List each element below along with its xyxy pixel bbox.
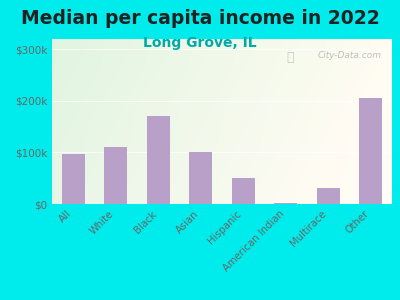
Bar [104, 147, 128, 204]
Bar [146, 116, 170, 204]
Bar [274, 203, 298, 204]
Bar [232, 178, 255, 204]
Text: Long Grove, IL: Long Grove, IL [143, 36, 257, 50]
Text: ⦿: ⦿ [286, 50, 294, 64]
Text: Median per capita income in 2022: Median per capita income in 2022 [21, 9, 379, 28]
Bar [316, 188, 340, 204]
Bar [62, 154, 85, 204]
Bar [359, 98, 382, 204]
Bar [189, 152, 212, 204]
Text: City-Data.com: City-Data.com [318, 50, 382, 59]
